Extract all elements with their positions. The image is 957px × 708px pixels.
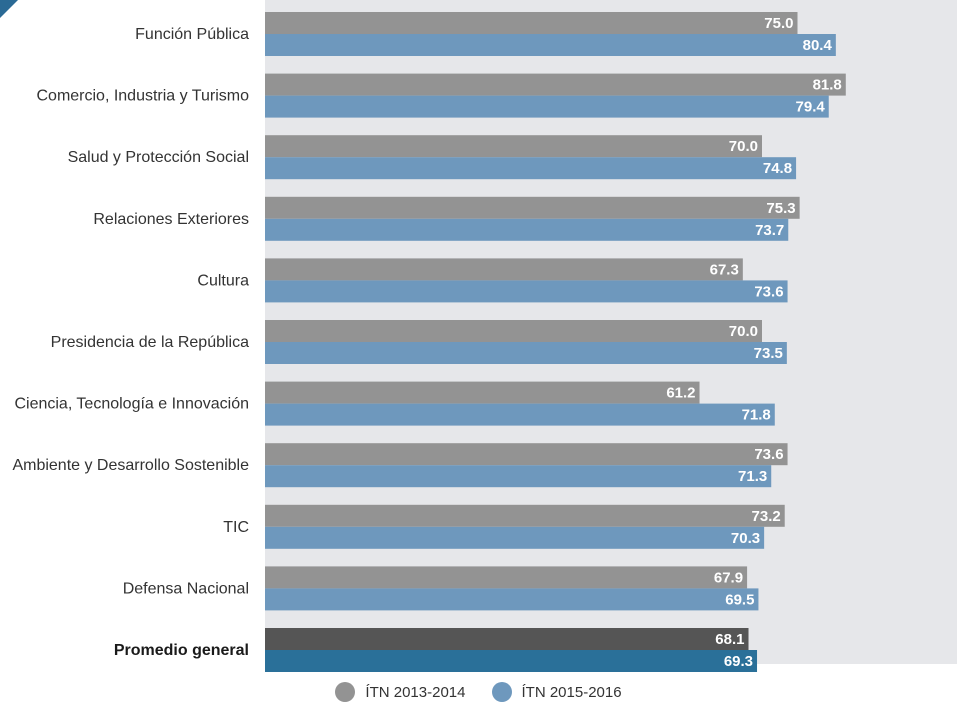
value-label-series-2: 73.7	[755, 222, 784, 239]
value-labels: 75.0 80.4 81.8 79.4 70.0 74.8 75.3 73.7 67.3 73.6…	[666, 15, 841, 670]
bar-series-1	[265, 381, 700, 404]
value-label-series-2: 71.8	[742, 407, 771, 424]
legend-marker-series-1	[335, 682, 356, 702]
bar-series-2	[265, 280, 788, 303]
bars	[265, 12, 846, 672]
value-label-series-1: 73.2	[752, 508, 781, 525]
bar-series-2	[265, 218, 789, 241]
category-label: Promedio general	[114, 642, 249, 659]
bar-series-2	[265, 95, 829, 118]
bar-series-1	[265, 320, 762, 342]
value-label-series-2: 79.4	[796, 99, 826, 116]
value-label-series-1: 75.0	[764, 15, 793, 32]
category-label: Presidencia de la República	[51, 334, 249, 351]
bar-series-1	[265, 258, 743, 281]
value-label-series-2: 80.4	[803, 37, 833, 54]
value-label-series-1: 70.0	[729, 138, 758, 155]
value-label-series-1: 81.8	[813, 77, 842, 94]
bar-series-1	[265, 504, 785, 527]
value-label-series-2: 69.3	[724, 653, 753, 670]
bar-series-2	[265, 588, 759, 611]
bar-series-1	[265, 196, 800, 219]
value-label-series-2: 73.5	[754, 345, 783, 362]
category-label: Ambiente y Desarrollo Sostenible	[12, 457, 249, 474]
bar-series-2	[265, 526, 765, 549]
legend-item-series-1: ÍTN 2013-2014	[335, 682, 466, 702]
value-label-series-1: 67.9	[714, 569, 743, 586]
bar-series-1	[265, 73, 846, 96]
value-label-series-1: 73.6	[754, 446, 783, 463]
bar-series-2	[265, 34, 836, 56]
category-labels: Función Pública Comercio, Industria y Tur…	[12, 26, 249, 659]
category-label: TIC	[223, 519, 249, 536]
bar-series-2	[265, 403, 775, 426]
legend-item-series-2: ÍTN 2015-2016	[491, 682, 622, 702]
value-label-series-2: 69.5	[725, 591, 754, 608]
value-label-series-1: 67.3	[710, 261, 739, 278]
category-label: Cultura	[197, 272, 249, 289]
category-label: Ciencia, Tecnología e Innovación	[14, 396, 249, 413]
bar-series-2	[265, 465, 772, 488]
value-label-series-1: 70.0	[729, 323, 758, 340]
value-label-series-2: 74.8	[763, 160, 792, 177]
legend-marker-series-2	[491, 682, 512, 702]
bar-series-2	[265, 342, 787, 364]
value-label-series-1: 61.2	[666, 385, 695, 402]
value-label-series-2: 73.6	[754, 283, 783, 300]
bar-series-1	[265, 12, 798, 34]
corner-accent	[0, 0, 18, 18]
value-label-series-1: 75.3	[766, 200, 795, 217]
category-label: Defensa Nacional	[123, 580, 249, 597]
category-label: Función Pública	[135, 26, 249, 43]
legend: ÍTN 2013-2014 ÍTN 2015-2016	[0, 682, 957, 702]
bar-chart: Función Pública Comercio, Industria y Tur…	[12, 0, 957, 672]
bar-series-2	[265, 650, 758, 672]
bar-series-1	[265, 135, 762, 158]
value-label-series-2: 71.3	[738, 468, 767, 485]
bar-series-2	[265, 157, 797, 180]
value-label-series-1: 68.1	[715, 631, 744, 648]
value-label-series-2: 70.3	[731, 530, 760, 547]
bar-series-1	[265, 443, 788, 466]
bar-series-1	[265, 628, 749, 650]
legend-label-series-2: ÍTN 2015-2016	[521, 683, 622, 701]
category-label: Salud y Protección Social	[68, 149, 249, 166]
category-label: Comercio, Industria y Turismo	[36, 88, 249, 105]
bar-series-1	[265, 566, 748, 589]
category-label: Relaciones Exteriores	[93, 211, 249, 228]
legend-label-series-1: ÍTN 2013-2014	[365, 683, 466, 701]
